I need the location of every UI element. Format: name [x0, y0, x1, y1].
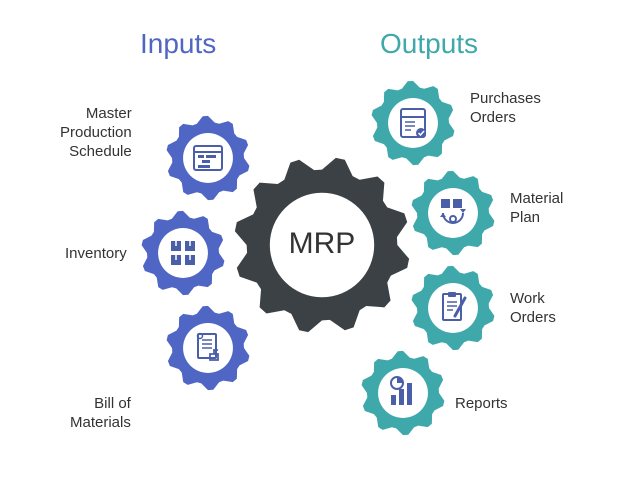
boxes-icon: [163, 233, 203, 273]
outputs-gear-mp: [410, 170, 496, 256]
inputs-label-mps: MasterProductionSchedule: [60, 105, 132, 161]
outputs-heading: Outputs: [380, 28, 478, 60]
inputs-label-bom: Bill ofMaterials: [70, 395, 131, 433]
outputs-label-rep: Reports: [455, 395, 508, 414]
outputs-label-mp: MaterialPlan: [510, 190, 563, 228]
inputs-gear-bom: [165, 305, 251, 391]
center-label: MRP: [272, 227, 372, 261]
inputs-gear-mps: [165, 115, 251, 201]
outputs-label-po: PurchasesOrders: [470, 90, 541, 128]
outputs-gear-rep: [360, 350, 446, 436]
material-icon: [433, 193, 473, 233]
schedule-icon: [188, 138, 228, 178]
outputs-gear-po: [370, 80, 456, 166]
inputs-label-inventory: Inventory: [65, 245, 127, 264]
bom-icon: [188, 328, 228, 368]
inputs-heading: Inputs: [140, 28, 216, 60]
purchase-icon: [393, 103, 433, 143]
inputs-gear-inventory: [140, 210, 226, 296]
workorder-icon: [433, 288, 473, 328]
outputs-label-wo: WorkOrders: [510, 290, 556, 328]
reports-icon: [383, 373, 423, 413]
outputs-gear-wo: [410, 265, 496, 351]
